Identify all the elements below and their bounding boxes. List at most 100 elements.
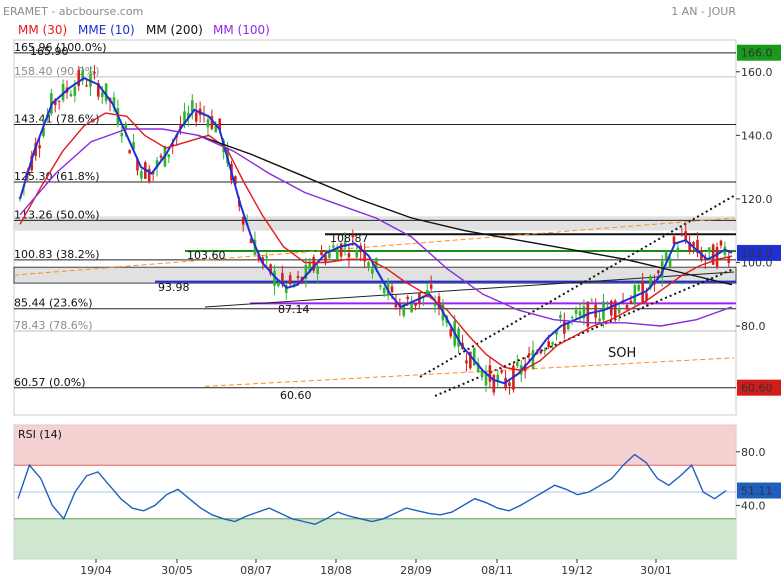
channel-upper [419,194,735,378]
candle-body [343,241,347,248]
series-mme-10- [19,76,733,385]
candle-body [657,270,660,274]
candle-body [390,286,394,292]
candle-body [61,83,65,101]
y-tick-3: 140.0 [741,129,773,142]
rsi-overbought-zone [14,425,736,466]
candle-body [613,300,617,318]
candle-body [191,100,194,112]
candle-body [676,247,680,252]
candle-body [42,127,45,137]
candle-body [598,318,601,322]
candle-body [167,154,171,158]
last-price-tag-bg [737,244,781,261]
y-tick-0: 80.0 [741,320,766,333]
candle-body [331,245,335,248]
fibo-label-7: 78.43 (78.6%) [14,319,93,332]
annotation-1: 108.87 [330,232,369,245]
candle-body [500,370,503,373]
candle-body [324,254,327,263]
candle-body [57,100,61,102]
candle-body [437,296,441,308]
support-price-tag-bg [737,379,781,396]
candle-body [574,309,578,314]
candle-body [476,363,480,372]
candle-body [516,362,519,367]
candle-body [371,268,374,274]
candle-body [668,258,672,267]
annotation-4: 87.14 [278,303,310,316]
candle-body [363,249,366,262]
candle-body [727,257,731,264]
price-bands [13,216,737,284]
candle-body [159,155,163,158]
candle-body [206,119,210,128]
candle-body [566,323,570,330]
candle-body [410,303,413,313]
legend-mm100: MM (100) [213,23,270,37]
trend-lines [13,194,735,397]
legend-mme10: MME (10) [78,23,135,37]
candle-body [183,111,186,125]
annotation-5: 60.60 [280,389,312,402]
candle-body [100,92,104,97]
candle-body [664,252,668,259]
fibo-label-3: 125.30 (61.8%) [14,170,100,183]
rsi-tick-1: 80.0 [741,446,766,459]
annotation-3: 93.98 [158,281,190,294]
candle-body [684,231,688,241]
candle-body [179,124,182,129]
support-price-tag: 60.60 [741,382,773,395]
candle-body [645,293,648,301]
candle-body [304,264,308,279]
candle-body [308,261,312,273]
candle-body [672,236,676,245]
candle-body [547,341,550,348]
candle-body [469,351,472,369]
chart-period: 1 AN - JOUR [671,5,736,18]
candle-body [617,308,621,313]
candle-body [633,284,637,304]
candle-body [457,328,460,347]
candle-body [449,329,453,337]
candle-body [484,371,488,386]
candle-body [637,285,641,291]
orange-trend-high [13,217,735,276]
candle-body [273,270,276,286]
candle-body [73,86,77,96]
candle-body [269,264,272,275]
candle-body [97,83,100,97]
candle-body [719,240,723,246]
series-mm-100- [19,128,733,327]
candle-body [140,171,143,179]
fibo-label-1: 158.40 (90.0%) [14,65,100,78]
candle-body [335,248,339,261]
candle-body [355,250,359,258]
candle-body [284,285,288,293]
resistance-price-tag: 166.0 [741,47,773,60]
candle-body [292,284,296,286]
candle-body [234,176,237,185]
candle-body [147,168,151,183]
candle-body [104,83,108,101]
candle-body [93,71,96,74]
x-tick-5: 08/11 [481,564,513,577]
candle-body [112,97,116,108]
candle-body [711,244,715,265]
candle-body [241,216,245,225]
candle-body [316,266,319,274]
candle-body [77,70,81,87]
y-tick-2: 120.0 [741,193,773,206]
candle-body [81,70,84,81]
candle-body [128,150,131,154]
orange-trend-low [204,357,735,387]
candle-body [367,262,370,269]
candle-body [692,242,695,247]
rsi-tick-0: 40.0 [741,499,766,512]
candle-body [69,93,73,97]
candle-body [249,238,253,244]
moving-averages [19,76,733,385]
candle-body [578,311,582,316]
fibo-label-2: 143.41 (78.6%) [14,113,100,126]
